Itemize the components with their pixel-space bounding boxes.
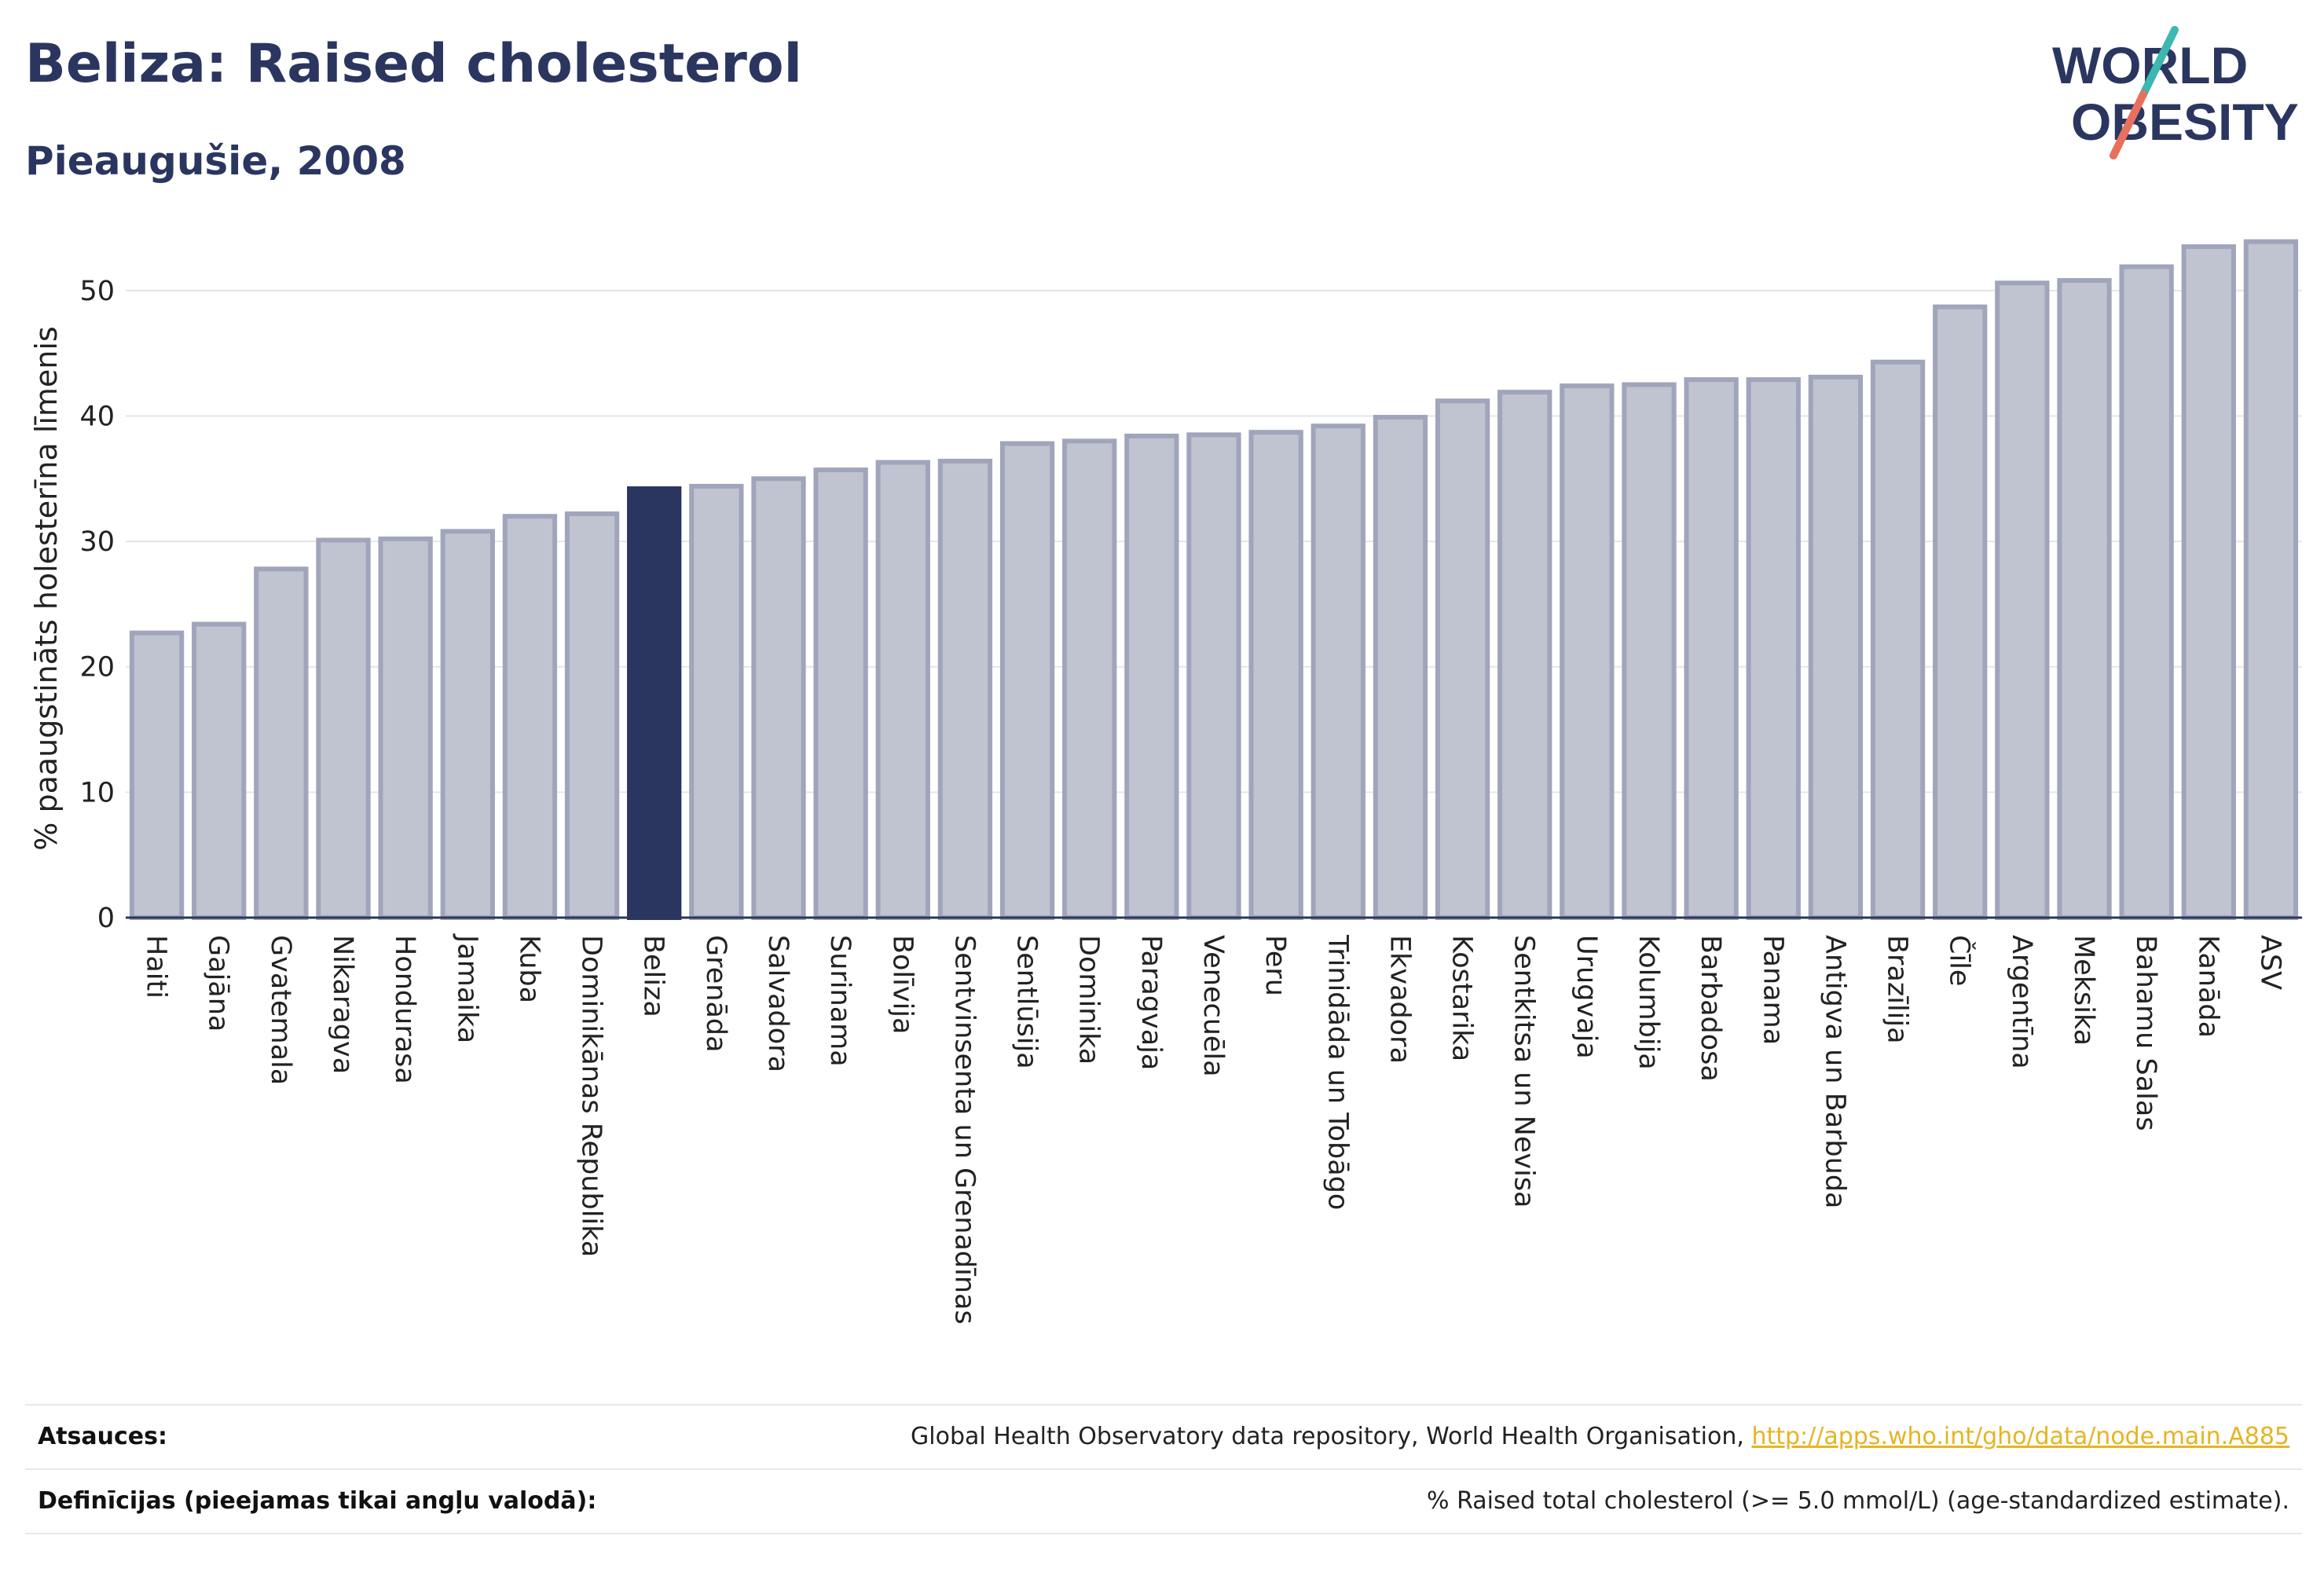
definitions-text: % Raised total cholesterol (>= 5.0 mmol/…: [1427, 1487, 2289, 1515]
bar-ekvadora: [1373, 415, 1428, 920]
y-tick-label: 30: [79, 526, 115, 558]
x-tick-label: Argentīna: [2006, 935, 2037, 1069]
x-tick-label: Grenāda: [700, 935, 731, 1053]
x-tick-label: Beliza: [638, 935, 669, 1017]
sources-link[interactable]: http://apps.who.int/gho/data/node.main.A…: [1751, 1423, 2289, 1450]
bar-gajāna: [192, 621, 247, 921]
x-tick-label: Sentkitsa un Nevisa: [1508, 935, 1540, 1208]
bar-panama: [1746, 377, 1801, 921]
y-tick-label: 40: [79, 401, 115, 432]
x-tick-label: Hondurasa: [389, 935, 420, 1084]
bar-nikaragva: [316, 537, 371, 921]
x-tick-label: Meksika: [2068, 935, 2099, 1046]
x-tick-label: Gajāna: [203, 935, 234, 1032]
x-tick-label: Bahamu Salas: [2130, 935, 2161, 1131]
y-axis-label: % paaugstināts holesterīna līmenis: [29, 326, 64, 850]
bar-haiti: [129, 630, 185, 920]
x-tick-label: Paragvaja: [1135, 935, 1167, 1070]
sources-text: Global Health Observatory data repositor…: [911, 1423, 1752, 1450]
footer-definitions-row: Definīcijas (pieejamas tikai angļu valod…: [25, 1468, 2302, 1534]
bar-dominikānas-republika: [564, 511, 620, 920]
y-axis-ticks: 0 10 20 30 40 50: [79, 276, 115, 934]
bar-kuba: [502, 514, 558, 920]
bar-argentīna: [1995, 280, 2050, 920]
bar-urugvaja: [1560, 383, 1615, 920]
sources-label: Atsauces:: [38, 1423, 167, 1450]
x-tick-label: Barbadosa: [1695, 935, 1726, 1082]
bar-surinama: [813, 467, 868, 920]
bar-beliza: [627, 486, 682, 920]
bar-meksika: [2057, 278, 2112, 920]
x-tick-label: Haiti: [141, 935, 172, 999]
x-tick-label: Urugvaja: [1571, 935, 1602, 1059]
bar-paragvaja: [1124, 433, 1179, 920]
x-tick-label: Trinidāda un Tobāgo: [1321, 934, 1353, 1210]
bar-grenāda: [689, 483, 744, 920]
bar-hondurasa: [378, 536, 433, 920]
x-tick-label: Kostarika: [1446, 935, 1478, 1061]
bar-asv: [2243, 239, 2299, 920]
chart-title: Beliza: Raised cholesterol: [25, 33, 802, 95]
chart-subtitle: Pieaugušie, 2008: [25, 138, 406, 184]
bar-kanāda: [2181, 244, 2236, 921]
bar-kolumbija: [1622, 382, 1677, 920]
bar-čīle: [1933, 304, 1988, 920]
x-tick-label: Antigva un Barbuda: [1819, 935, 1850, 1208]
y-tick-label: 10: [79, 777, 115, 808]
bar-gvatemala: [254, 566, 309, 921]
definitions-label: Definīcijas (pieejamas tikai angļu valod…: [38, 1487, 597, 1515]
bar-sentlūsija: [999, 441, 1055, 920]
bar-sentkitsa-un-nevisa: [1497, 390, 1552, 920]
x-tick-label: Kolumbija: [1633, 935, 1664, 1070]
y-tick-label: 50: [79, 276, 115, 307]
x-tick-label: Gvatemala: [265, 935, 296, 1085]
bar-kostarika: [1435, 398, 1490, 921]
x-tick-label: Salvadora: [762, 935, 794, 1072]
world-obesity-logo: WORLD OBESITY: [2052, 26, 2299, 159]
bar-bolīvija: [875, 460, 930, 920]
bar-bahamu-salas: [2119, 264, 2174, 921]
y-tick-label: 20: [79, 652, 115, 684]
x-tick-label: Dominikānas Republika: [576, 935, 607, 1257]
logo-slash-teal: [2139, 26, 2179, 98]
x-tick-label: Sentvinsenta un Grenadīnas: [948, 935, 980, 1325]
x-tick-label: Panama: [1757, 935, 1788, 1045]
sources-value: Global Health Observatory data repositor…: [911, 1423, 2289, 1450]
x-tick-label: Nikaragva: [327, 935, 358, 1074]
x-tick-label: Kanāda: [2192, 935, 2223, 1038]
x-tick-label: Čīle: [1944, 935, 1977, 986]
bar-chart: 0 10 20 30 40 50 Haiti Gajāna Gvatemala Nikaragv…: [29, 239, 2302, 1325]
x-tick-label: Jamaika: [451, 933, 482, 1043]
bar-salvadora: [751, 476, 806, 920]
footer-sources-row: Atsauces: Global Health Observatory data…: [25, 1404, 2302, 1468]
x-tick-label: Brazīlija: [1882, 935, 1913, 1044]
x-axis-ticks: Haiti Gajāna Gvatemala Nikaragva Hondurasa Ja…: [141, 933, 2286, 1325]
logo-word-obesity: OBESITY: [2071, 93, 2299, 151]
bar-brazīlija: [1870, 359, 1926, 920]
x-tick-label: ASV: [2254, 935, 2286, 990]
bars: [129, 239, 2299, 921]
x-tick-label: Venecuēla: [1197, 935, 1229, 1077]
bar-sentvinsenta-un-grenadīnas: [937, 458, 993, 920]
x-tick-label: Ekvadora: [1384, 935, 1415, 1064]
x-tick-label: Sentlūsija: [1011, 935, 1043, 1069]
x-tick-label: Surinama: [824, 935, 856, 1067]
bar-barbadosa: [1684, 377, 1739, 921]
x-tick-label: Peru: [1259, 935, 1291, 996]
bar-antigva-un-barbuda: [1808, 374, 1864, 920]
x-tick-label: Bolīvija: [886, 935, 918, 1034]
bar-venecuēla: [1186, 432, 1241, 920]
logo-slash-coral: [2110, 90, 2147, 159]
bar-trinidāda-un-tobāgo: [1310, 423, 1365, 920]
bar-peru: [1248, 430, 1303, 920]
footer: Atsauces: Global Health Observatory data…: [25, 1404, 2302, 1534]
x-tick-label: Kuba: [513, 935, 544, 1003]
bar-jamaika: [440, 529, 495, 920]
bar-dominika: [1062, 438, 1117, 920]
x-tick-label: Dominika: [1073, 935, 1105, 1065]
y-tick-label: 0: [97, 903, 115, 934]
